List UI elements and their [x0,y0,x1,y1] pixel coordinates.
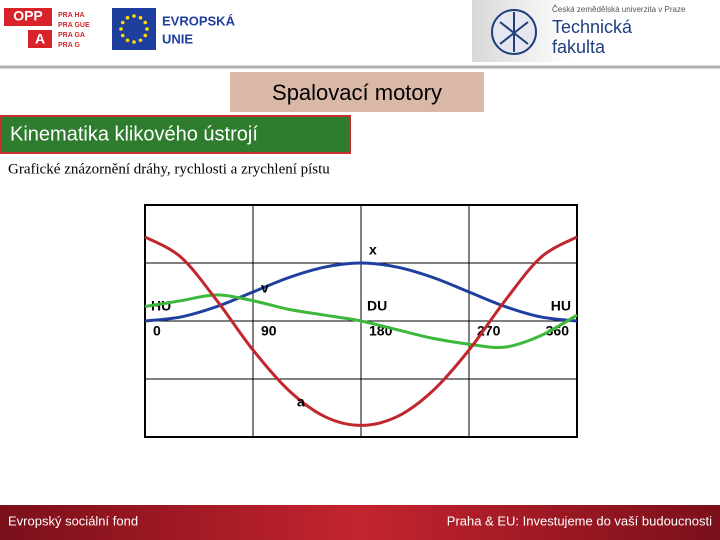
university-emblem [499,12,529,52]
eu-star [132,14,136,18]
section-box [0,115,351,154]
series-line [144,293,578,349]
eu-text: UNIE [162,31,193,46]
eu-star [132,40,136,44]
series-line [144,261,578,323]
eu-stars [119,14,149,44]
series-line [144,235,578,427]
annotation: DU [367,298,387,314]
annotation: HU [551,298,571,314]
faculty-name: fakulta [552,37,606,57]
footer-bar [0,505,720,540]
eu-star [143,33,148,38]
series-label: a [297,393,305,409]
oppa-top: OPP [13,8,43,24]
eu-star [125,15,130,20]
eu-star [138,38,143,43]
slide-title: Spalovací motory [272,80,442,105]
oppa-box [28,30,52,48]
oppa-bottom: A [35,31,45,47]
oppa-box [4,8,52,26]
eu-star [145,27,149,31]
series-label: x [369,242,377,258]
faculty-name: Technická [552,17,633,37]
section-title: Kinematika klikového ústrojí [10,123,258,145]
x-tick-label: 0 [153,323,161,339]
eu-star [143,20,148,25]
eu-star [125,38,130,43]
eu-star [120,33,125,38]
oppa-city: PRA GUE [58,22,90,29]
eu-star [119,27,123,31]
footer-right: Praha & EU: Investujeme do vaší budoucno… [447,513,712,528]
header: OPP A PRA HA PRA GUE PRA GA PRA G EVROPS… [0,0,720,69]
footer-left: Evropský sociální fond [8,513,138,528]
oppa-city: PRA HA [58,12,85,19]
oppa-city: PRA G [58,42,80,49]
x-tick-label: 90 [261,323,277,339]
x-tick-label: 360 [546,323,570,339]
oppa-city: PRA GA [58,32,85,39]
x-tick-label: 270 [477,323,501,339]
eu-star [120,20,125,25]
eu-star [138,15,143,20]
subtitle: Grafické znázornění dráhy, rychlosti a z… [8,161,330,177]
title-box [230,72,484,112]
eu-text: EVROPSKÁ [162,13,236,28]
series-label: v [261,279,269,295]
university-name: Česká zemědělská univerzita v Praze [552,5,686,14]
